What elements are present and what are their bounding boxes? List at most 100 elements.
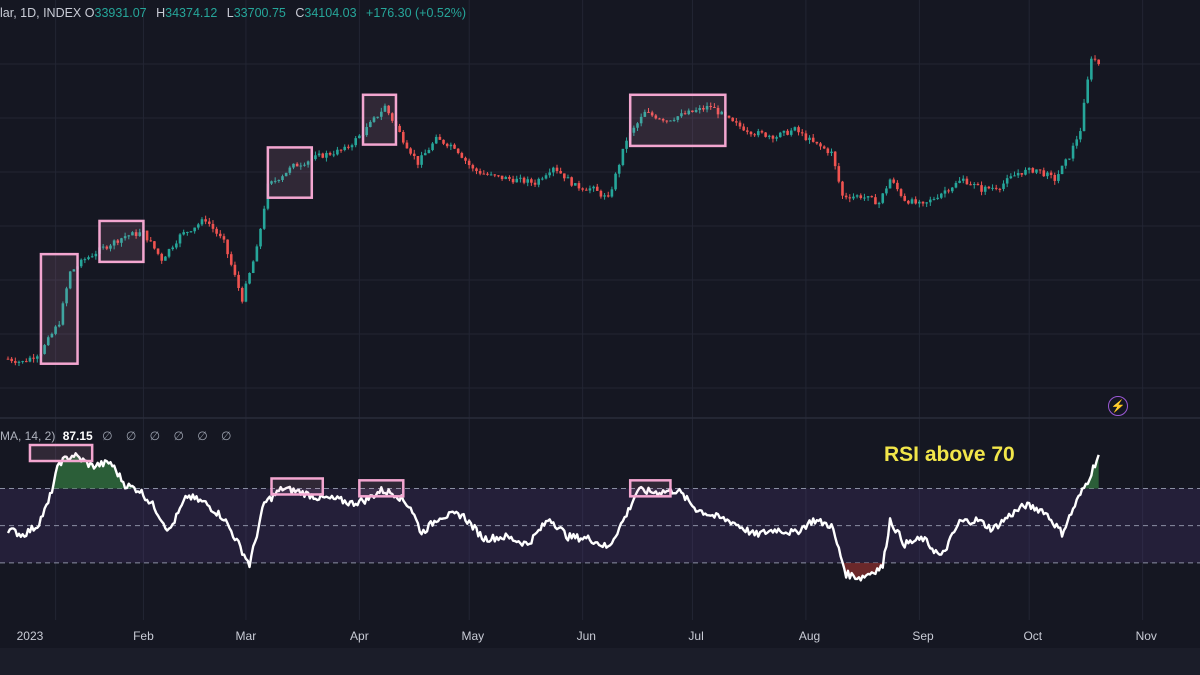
candle-body xyxy=(427,150,431,154)
candle-body xyxy=(325,152,328,158)
candle-body xyxy=(493,174,497,176)
candle-body xyxy=(976,184,980,186)
rsi-settings-icons[interactable]: ∅ ∅ ∅ ∅ ∅ ∅ xyxy=(102,429,237,443)
candle-body xyxy=(138,232,142,236)
candle-body xyxy=(918,201,921,204)
candle-body xyxy=(669,120,672,122)
candle-body xyxy=(617,165,621,174)
candle-body xyxy=(1046,172,1049,177)
high-label: H xyxy=(156,6,166,20)
candle-body xyxy=(1075,139,1079,146)
candle-body xyxy=(182,232,185,235)
candle-body xyxy=(1042,170,1046,177)
candle-body xyxy=(460,153,464,158)
candle-body xyxy=(50,333,54,338)
candle-body xyxy=(197,224,200,228)
candle-body xyxy=(881,193,885,203)
candle-body xyxy=(661,119,665,121)
rsi-highlight-box xyxy=(628,479,672,498)
candle-body xyxy=(1079,131,1082,140)
close-label: C xyxy=(295,6,305,20)
candle-body xyxy=(650,112,654,116)
candle-body xyxy=(171,247,174,250)
candle-body xyxy=(486,173,489,175)
candle-body xyxy=(903,195,906,201)
candle-body xyxy=(566,177,570,179)
candle-body xyxy=(145,230,149,241)
candle-body xyxy=(372,117,376,122)
candle-body xyxy=(504,176,508,180)
candle-body xyxy=(456,148,460,154)
candle-body xyxy=(844,195,848,198)
candle-body xyxy=(731,117,734,122)
candle-body xyxy=(793,127,797,131)
candle-body xyxy=(211,223,215,229)
candle-body xyxy=(112,240,116,246)
change-value: +176.30 (+0.52%) xyxy=(366,6,467,20)
candle-body xyxy=(28,357,32,362)
candle-body xyxy=(808,137,811,141)
candle-body xyxy=(537,178,540,185)
candle-body xyxy=(709,106,713,108)
candle-body xyxy=(83,259,87,261)
candle-body xyxy=(577,183,581,189)
candle-body xyxy=(932,198,936,200)
candle-body xyxy=(1027,168,1031,170)
candle-body xyxy=(343,146,347,150)
candle-body xyxy=(21,361,24,363)
candle-body xyxy=(237,274,240,289)
candle-body xyxy=(603,195,606,197)
candle-body xyxy=(848,197,852,199)
candle-body xyxy=(1013,175,1016,177)
candle-body xyxy=(855,195,859,197)
candle-body xyxy=(907,200,910,204)
candle-body xyxy=(757,131,760,136)
candle-body xyxy=(874,197,877,205)
candle-body xyxy=(647,111,650,113)
candle-body xyxy=(1068,158,1071,160)
candle-body xyxy=(1064,159,1068,166)
candle-body xyxy=(218,233,222,237)
candle-body xyxy=(885,188,888,194)
candle-body xyxy=(863,197,866,199)
candle-body xyxy=(870,196,874,198)
candle-body xyxy=(391,113,394,121)
rsi-highlight-box xyxy=(358,479,405,498)
candle-body xyxy=(431,143,434,151)
candle-body xyxy=(251,261,255,274)
candle-body xyxy=(120,238,123,243)
candle-body xyxy=(445,143,449,147)
candle-body xyxy=(599,190,603,197)
candle-body xyxy=(625,140,628,149)
x-tick-label: Aug xyxy=(798,629,821,643)
candle-body xyxy=(694,110,698,113)
candle-body xyxy=(109,245,112,249)
candle-body xyxy=(515,178,519,183)
x-tick-label: Oct xyxy=(1023,629,1043,643)
candle-body xyxy=(705,106,709,110)
candle-body xyxy=(800,132,804,134)
candle-body xyxy=(226,239,229,255)
candle-body xyxy=(767,135,771,137)
candle-body xyxy=(972,184,976,186)
price-highlight-box xyxy=(361,93,398,146)
candle-body xyxy=(775,137,778,139)
candle-body xyxy=(354,138,357,146)
candle-body xyxy=(134,232,138,236)
candle-body xyxy=(1005,178,1009,184)
candle-body xyxy=(277,180,281,182)
candle-body xyxy=(332,154,336,156)
candle-body xyxy=(383,105,387,112)
candle-body xyxy=(358,135,361,139)
candle-body xyxy=(497,175,500,177)
candle-body xyxy=(87,257,90,260)
candle-body xyxy=(336,149,339,155)
candle-body xyxy=(588,188,592,191)
x-tick-label: May xyxy=(461,629,485,643)
candle-body xyxy=(328,152,332,155)
candle-body xyxy=(295,163,299,167)
candle-body xyxy=(797,127,800,133)
candle-body xyxy=(17,361,21,363)
lightning-icon[interactable]: ⚡ xyxy=(1108,396,1128,416)
